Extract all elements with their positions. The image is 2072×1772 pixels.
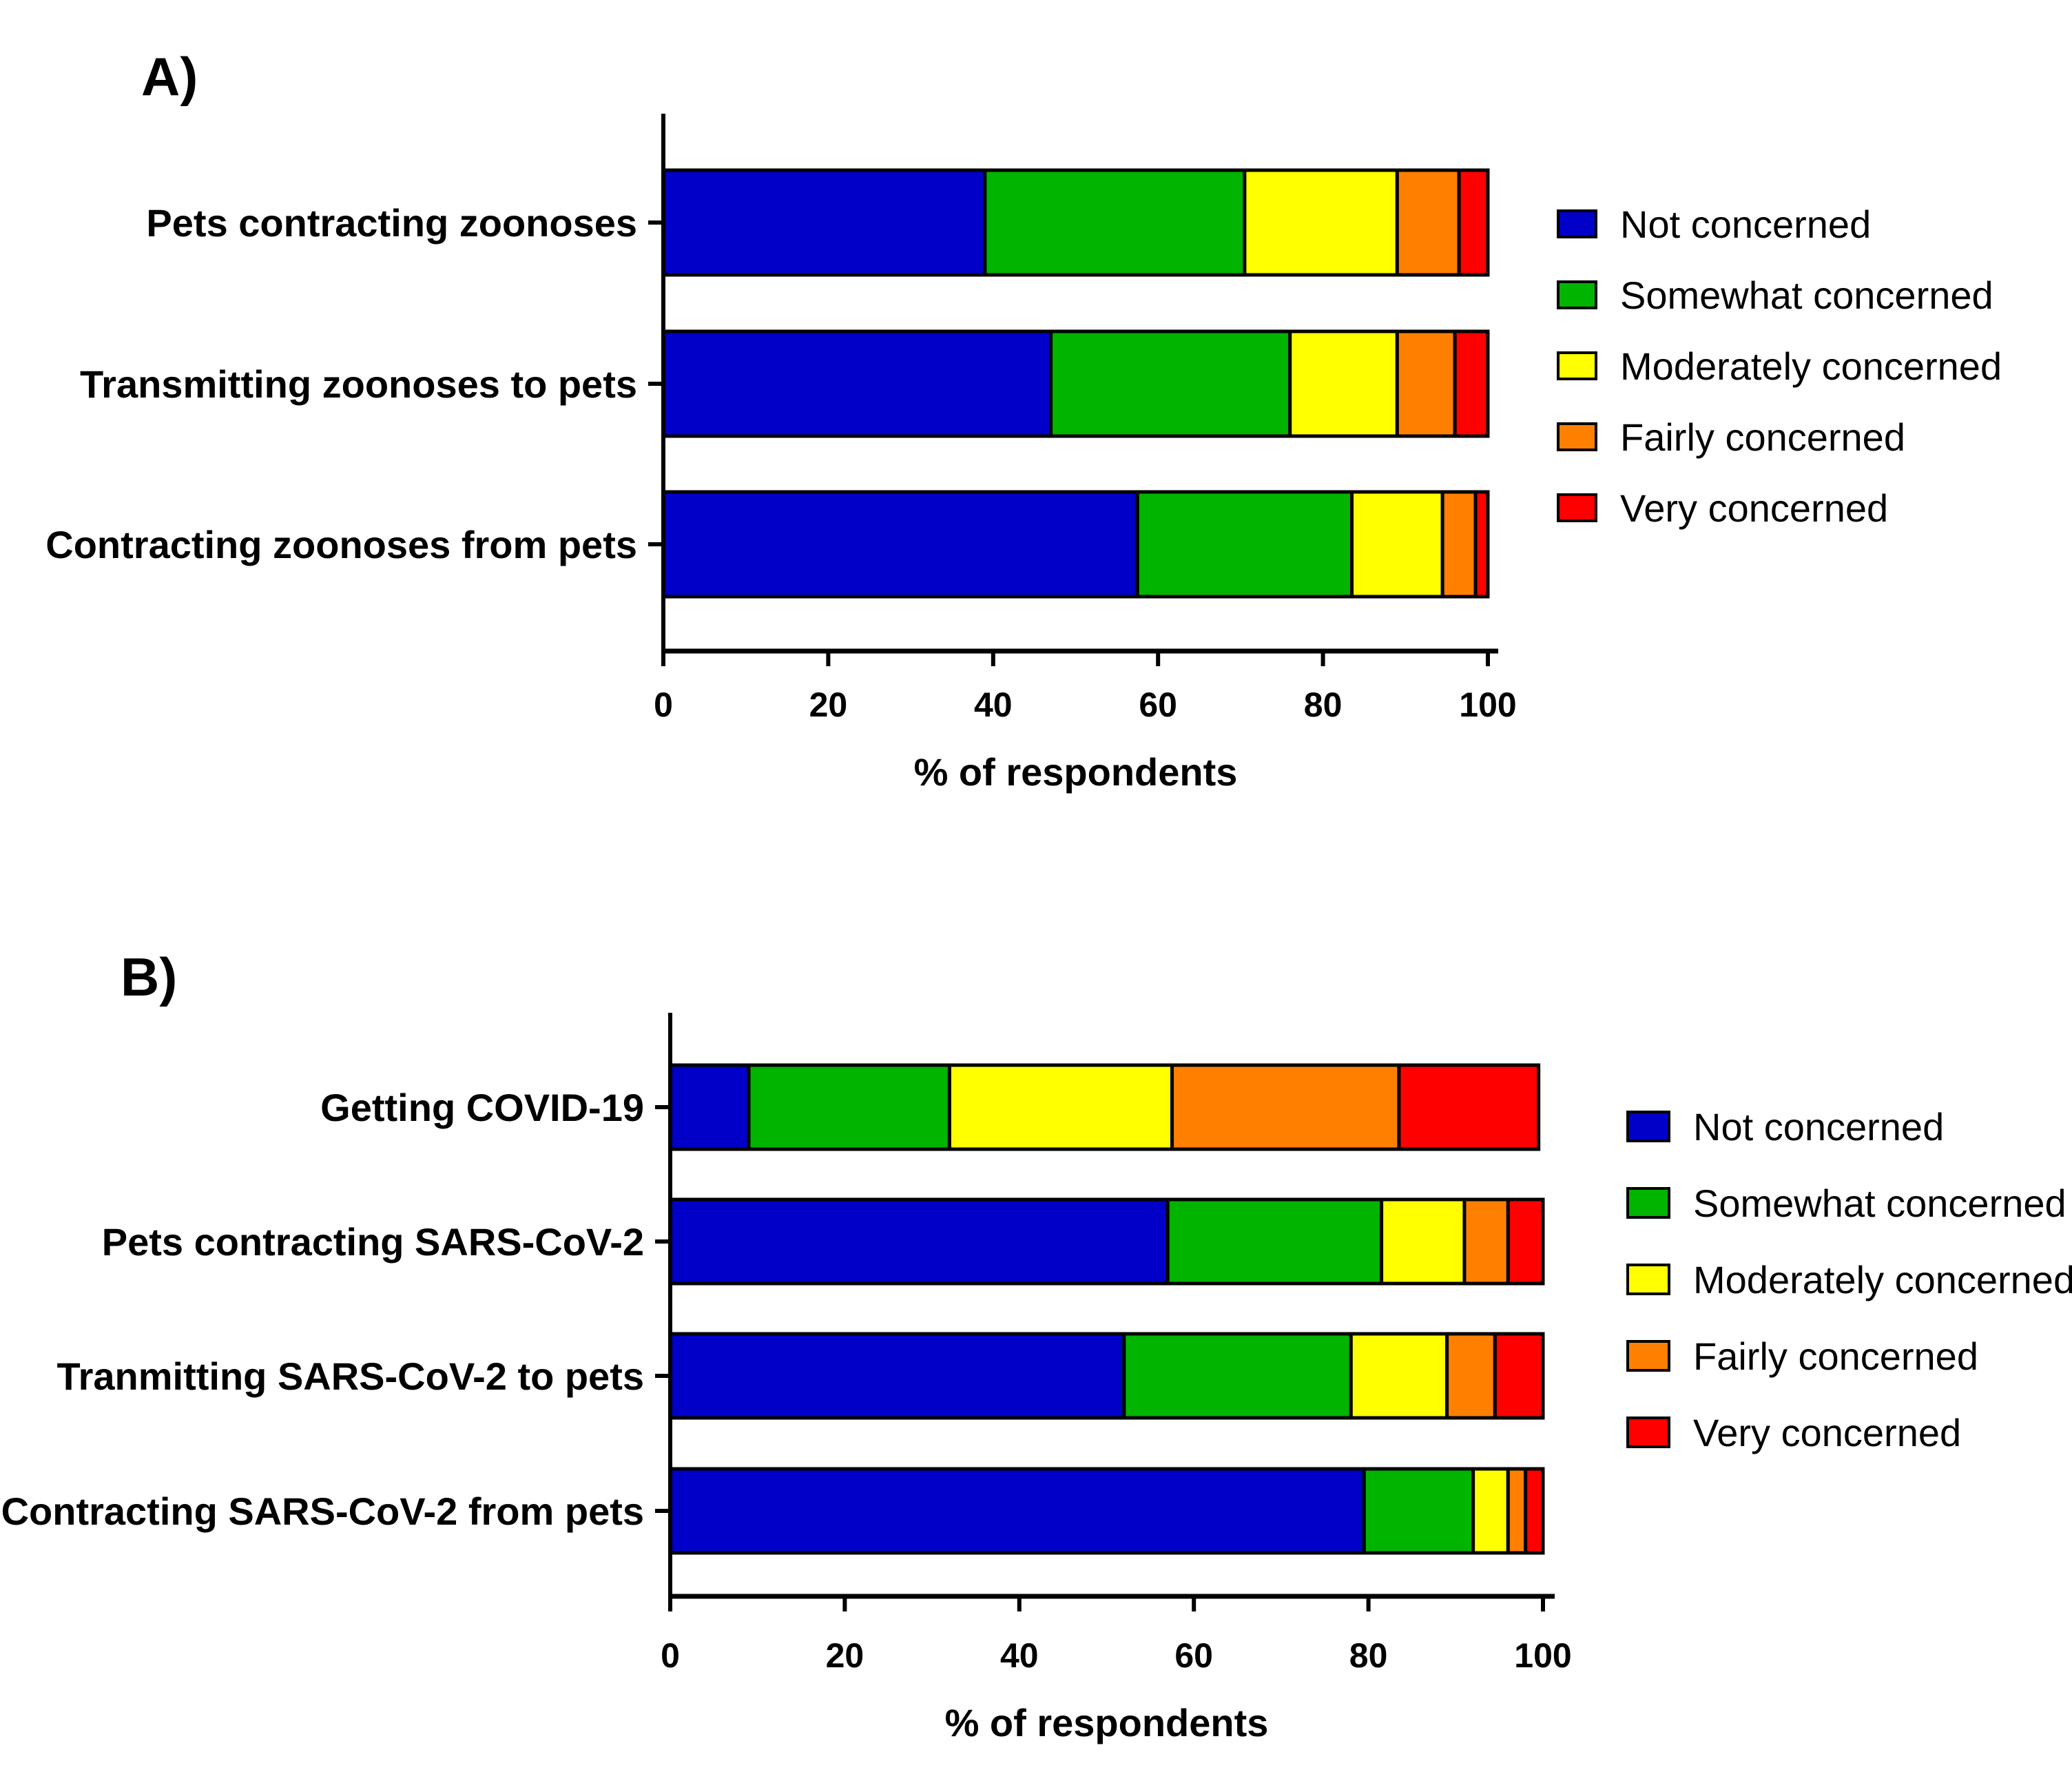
- panel-b-x-ticks: 0 20 40 60 80 100: [661, 1596, 1572, 1675]
- panel-b-bar-pets-contracting-sars-cov-2-fairly-concerned: [1462, 1197, 1510, 1286]
- panel-b-bar-tranmitting-sars-cov-2-to-pets-fairly-concerned: [1445, 1332, 1497, 1420]
- panel-b-bar-contracting-sars-cov-2-from-pets-not-concerned: [668, 1467, 1366, 1555]
- panel-a-legend-swatch-very-concerned: [1557, 493, 1597, 522]
- panel-b-legend: Not concerned Somewhat concerned Moderatel…: [1626, 1105, 2072, 1454]
- panel-b-x-axis-title: % of respondents: [945, 1701, 1269, 1744]
- panel-b-bar-contracting-sars-cov-2-from-pets-fairly-concerned: [1506, 1467, 1528, 1555]
- panel-a-category-labels: Pets contracting zoonoses Transmitting zo…: [45, 201, 637, 566]
- panel-b-category-labels: Getting COVID-19 Pets contracting SARS-Co…: [1, 1086, 644, 1533]
- panel-a-legend: Not concerned Somewhat concerned Moderatel…: [1557, 203, 2002, 530]
- panel-a-bar-transmitting-zoonoses-to-pets-not-concerned: [661, 329, 1053, 438]
- panel-b-x-tick-label: 40: [1000, 1636, 1039, 1675]
- panel-a-bar-contracting-zoonoses-from-pets-moderately-concerned: [1349, 490, 1444, 599]
- panel-b-bar-tranmitting-sars-cov-2-to-pets-not-concerned: [668, 1332, 1126, 1420]
- panel-a-bar-contracting-zoonoses-from-pets-fairly-concerned: [1440, 490, 1478, 599]
- panel-a-x-tick-label: 40: [974, 686, 1013, 724]
- panel-a-legend-label-not-concerned: Not concerned: [1620, 203, 1871, 246]
- panel-b-category-label: Contracting SARS-CoV-2 from pets: [1, 1490, 644, 1533]
- panel-a-bar-contracting-zoonoses-from-pets-very-concerned: [1473, 490, 1490, 599]
- panel-b-category-label: Tranmitting SARS-CoV-2 to pets: [57, 1354, 645, 1398]
- panel-b-bar-contracting-sars-cov-2-from-pets-somewhat-concerned: [1362, 1467, 1475, 1555]
- panel-a-x-tick-label: 20: [809, 686, 848, 724]
- panel-b-x-tick-label: 60: [1174, 1636, 1213, 1675]
- panel-b-bar-tranmitting-sars-cov-2-to-pets-somewhat-concerned: [1122, 1332, 1353, 1420]
- panel-b-bar-contracting-sars-cov-2-from-pets-moderately-concerned: [1471, 1467, 1510, 1555]
- panel-b-x-tick-label: 20: [826, 1636, 864, 1675]
- panel-a-category-label: Pets contracting zoonoses: [146, 201, 637, 245]
- panel-b-bar-pets-contracting-sars-cov-2-somewhat-concerned: [1166, 1197, 1384, 1286]
- panel-b-category-label: Getting COVID-19: [320, 1086, 644, 1129]
- panel-a-bar-transmitting-zoonoses-to-pets-fairly-concerned: [1395, 329, 1457, 438]
- panel-a-x-tick-label: 0: [654, 686, 673, 724]
- panel-b-bar-getting-covid-19-very-concerned: [1397, 1063, 1541, 1151]
- panel-a-bar-contracting-zoonoses-from-pets-somewhat-concerned: [1135, 490, 1354, 599]
- panel-a-bar-pets-contracting-zoonoses-very-concerned: [1457, 168, 1490, 277]
- panel-a-bar-transmitting-zoonoses-to-pets-moderately-concerned: [1288, 329, 1399, 438]
- panel-b-bar-contracting-sars-cov-2-from-pets-very-concerned: [1524, 1467, 1545, 1555]
- panel-b-legend-swatch-not-concerned: [1626, 1111, 1670, 1142]
- panel-a-bar-pets-contracting-zoonoses-moderately-concerned: [1243, 168, 1399, 277]
- panel-b-bar-getting-covid-19-moderately-concerned: [947, 1063, 1174, 1151]
- panel-a-axes: [648, 114, 1498, 654]
- panel-b-legend-label-moderately-concerned: Moderately concerned: [1693, 1258, 2072, 1301]
- panel-a-category-label: Transmitting zoonoses to pets: [80, 362, 637, 406]
- panel-a-x-ticks: 0 20 40 60 80 100: [654, 651, 1517, 724]
- panel-b-bar-getting-covid-19-somewhat-concerned: [747, 1063, 951, 1151]
- panel-a-legend-swatch-fairly-concerned: [1557, 422, 1597, 451]
- panel-a-x-tick-label: 100: [1459, 686, 1516, 724]
- panel-b-category-label: Pets contracting SARS-CoV-2: [102, 1220, 644, 1264]
- panel-b-legend-swatch-fairly-concerned: [1626, 1340, 1670, 1372]
- panel-a-x-tick-label: 60: [1139, 686, 1177, 724]
- panel-a-bar-transmitting-zoonoses-to-pets-somewhat-concerned: [1049, 329, 1292, 438]
- panel-b-x-tick-label: 80: [1349, 1636, 1388, 1675]
- panel-a-bar-pets-contracting-zoonoses-not-concerned: [661, 168, 987, 277]
- panel-b-legend-label-not-concerned: Not concerned: [1693, 1105, 1944, 1148]
- panel-b-bar-getting-covid-19-fairly-concerned: [1170, 1063, 1401, 1151]
- panel-a-bar-pets-contracting-zoonoses-fairly-concerned: [1395, 168, 1461, 277]
- panel-a-legend-swatch-not-concerned: [1557, 209, 1597, 238]
- panel-b-label: B): [121, 947, 177, 1007]
- panel-b-bar-pets-contracting-sars-cov-2-not-concerned: [668, 1197, 1170, 1286]
- panel-b-bar-tranmitting-sars-cov-2-to-pets-very-concerned: [1493, 1332, 1545, 1420]
- panel-b-bar-getting-covid-19-not-concerned: [668, 1063, 751, 1151]
- panel-a-bar-contracting-zoonoses-from-pets-not-concerned: [661, 490, 1139, 599]
- panel-b-x-tick-label: 100: [1514, 1636, 1571, 1675]
- panel-b-bar-pets-contracting-sars-cov-2-very-concerned: [1506, 1197, 1545, 1286]
- panel-a-legend-label-moderately-concerned: Moderately concerned: [1620, 344, 2002, 388]
- panel-a-bar-pets-contracting-zoonoses-somewhat-concerned: [983, 168, 1247, 277]
- panel-a-legend-swatch-moderately-concerned: [1557, 351, 1597, 380]
- panel-b-chart: B) Getting COVID-19 Pets contracting SARS…: [1, 947, 2072, 1744]
- panel-a-x-axis-title: % of respondents: [914, 750, 1238, 794]
- panel-b-axes: [655, 1013, 1555, 1599]
- panel-b-legend-swatch-moderately-concerned: [1626, 1264, 1670, 1295]
- panel-b-legend-label-fairly-concerned: Fairly concerned: [1693, 1335, 1978, 1378]
- panel-a-legend-label-somewhat-concerned: Somewhat concerned: [1620, 274, 1993, 317]
- panel-b-legend-label-very-concerned: Very concerned: [1693, 1411, 1961, 1454]
- panel-a-legend-label-very-concerned: Very concerned: [1620, 486, 1888, 530]
- panel-a-bar-transmitting-zoonoses-to-pets-very-concerned: [1453, 329, 1490, 438]
- panel-a-legend-label-fairly-concerned: Fairly concerned: [1620, 415, 1905, 459]
- panel-a-label: A): [141, 46, 198, 107]
- panel-a-chart: A) Pets contracting zoonoses Transmitting…: [45, 46, 2002, 794]
- panel-b-legend-label-somewhat-concerned: Somewhat concerned: [1693, 1182, 2066, 1225]
- panel-b-x-tick-label: 0: [661, 1636, 680, 1675]
- panel-b-legend-swatch-very-concerned: [1626, 1416, 1670, 1448]
- panel-b-bar-tranmitting-sars-cov-2-to-pets-moderately-concerned: [1349, 1332, 1449, 1420]
- panel-b-bar-pets-contracting-sars-cov-2-moderately-concerned: [1380, 1197, 1467, 1286]
- panel-a-category-label: Contracting zoonoses from pets: [45, 523, 637, 566]
- panel-b-bars: [668, 1063, 1545, 1555]
- panel-a-x-tick-label: 80: [1304, 686, 1343, 724]
- panel-b-legend-swatch-somewhat-concerned: [1626, 1187, 1670, 1219]
- panel-a-legend-swatch-somewhat-concerned: [1557, 280, 1597, 309]
- panel-a-bars: [661, 168, 1490, 599]
